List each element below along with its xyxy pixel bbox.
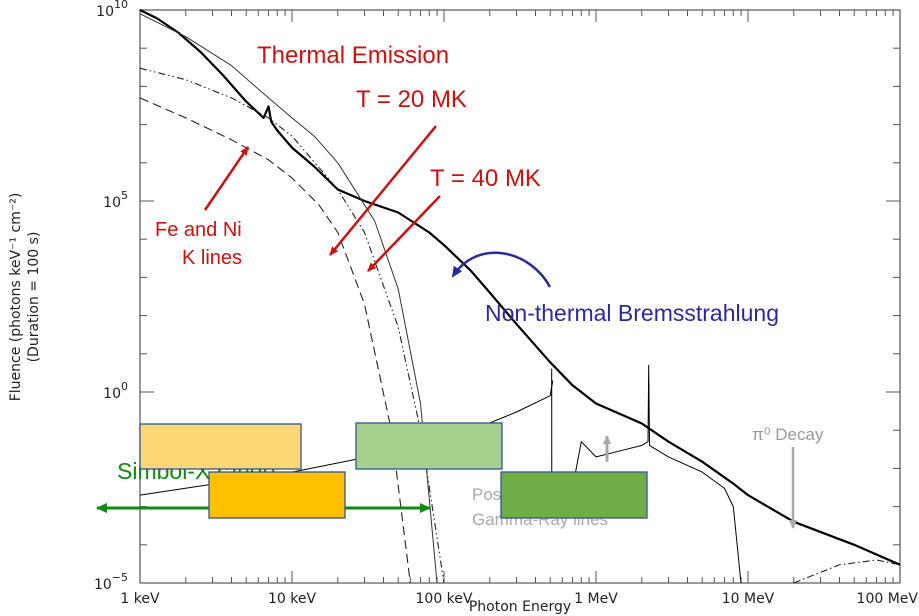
annotation-thermal-emission: Thermal Emission bbox=[257, 42, 449, 69]
series-line-thin-solid bbox=[139, 13, 438, 584]
x-tick-label: 100 MeV bbox=[857, 591, 919, 607]
arrow-fe-ni bbox=[203, 146, 250, 211]
overlay-box-orange bbox=[208, 471, 346, 519]
y-tick-label: 100 bbox=[103, 380, 128, 402]
x-tick-label: 10 keV bbox=[268, 591, 316, 607]
series-line-solid-thick bbox=[139, 9, 901, 566]
overlay-box-green bbox=[500, 471, 648, 519]
y-axis-title: Fluence (photons keV⁻¹ cm⁻²) bbox=[8, 193, 24, 402]
y-tick-label: 105 bbox=[103, 189, 128, 211]
y-tick-labels: 1010 105 100 10−5 bbox=[94, 0, 128, 593]
x-tick-label: 1 keV bbox=[120, 591, 160, 607]
series-line-dash-dot-dot bbox=[139, 67, 445, 584]
x-tick-label: 100 keV bbox=[416, 591, 473, 607]
x-axis-title: Photon Energy bbox=[469, 599, 571, 615]
axis-ticks bbox=[139, 9, 900, 584]
overlay-box-yellow bbox=[139, 423, 302, 470]
series-line-long-dash bbox=[139, 97, 411, 584]
arrow-bremsstrahlung bbox=[451, 251, 552, 288]
y-axis-subtitle: (Duration = 100 s) bbox=[26, 232, 42, 363]
y-tick-label: 10−5 bbox=[94, 571, 128, 593]
annotation-t40: T = 40 MK bbox=[430, 165, 541, 192]
x-tick-label: 1 MeV bbox=[574, 591, 618, 607]
annotation-pion-decay: π⁰ Decay bbox=[752, 425, 824, 444]
overlay-box-lightgreen bbox=[355, 422, 503, 470]
plot-frame bbox=[139, 9, 901, 584]
arrow-t40 bbox=[367, 195, 441, 272]
annotation-bremsstrahlung: Non-thermal Bremsstrahlung bbox=[485, 300, 779, 326]
x-tick-labels: 1 keV 10 keV 100 keV 1 MeV 10 MeV 100 MeV bbox=[120, 591, 918, 607]
arrow-t20 bbox=[329, 125, 437, 256]
annotation-k-lines: K lines bbox=[182, 247, 242, 269]
annotation-t20: T = 20 MK bbox=[356, 86, 467, 113]
series-line-dash-dot bbox=[793, 559, 901, 584]
y-tick-label: 1010 bbox=[96, 0, 128, 20]
annotation-fe-ni: Fe and Ni bbox=[155, 219, 242, 241]
x-tick-label: 10 MeV bbox=[722, 591, 775, 607]
